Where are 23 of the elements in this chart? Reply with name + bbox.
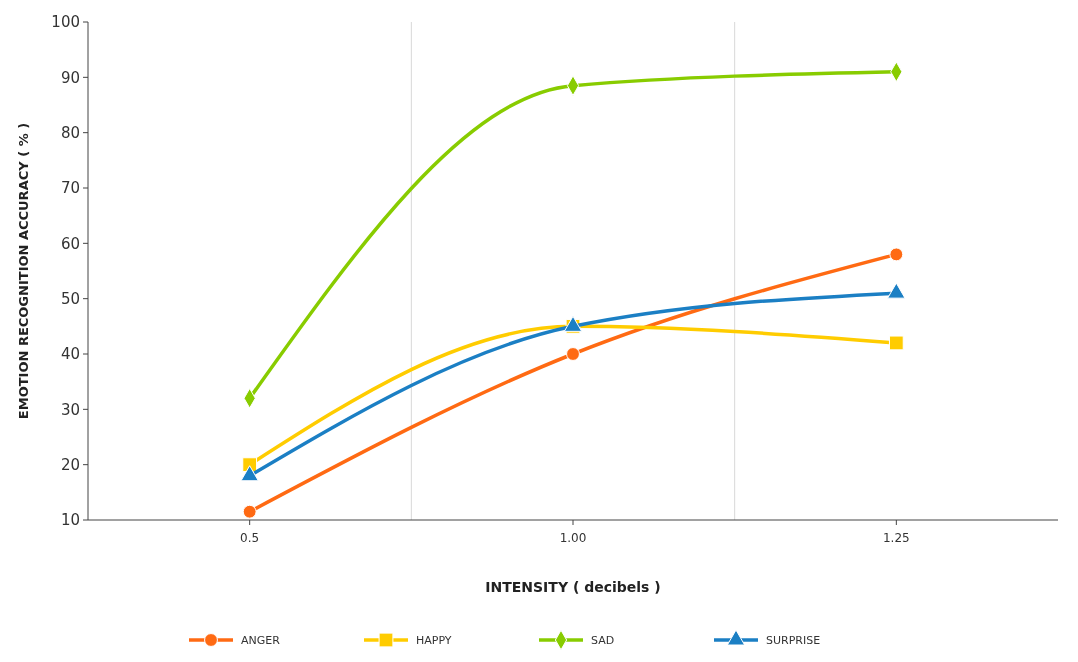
- y-tick-label: 30: [60, 400, 80, 419]
- y-tick-label: 20: [60, 455, 80, 474]
- y-tick-label: 60: [60, 234, 80, 253]
- x-axis-title: INTENSITY ( decibels ): [485, 579, 661, 595]
- y-tick-label: 100: [51, 13, 80, 32]
- legend-label: ANGER: [241, 633, 281, 647]
- x-tick-label: 1.00: [559, 531, 587, 545]
- y-tick-label: 70: [60, 179, 80, 198]
- legend-label: SURPRISE: [766, 633, 821, 647]
- point: [889, 247, 904, 262]
- y-tick-label: 10: [60, 511, 80, 530]
- point: [888, 335, 904, 351]
- y-tick-label: 90: [60, 68, 80, 87]
- y-tick-label: 80: [60, 123, 80, 142]
- point: [242, 504, 257, 519]
- x-tick-label: 1.25: [882, 531, 910, 545]
- y-axis-title: EMOTION RECOGNITION ACCURACY ( % ): [16, 122, 31, 420]
- point: [566, 347, 580, 361]
- y-tick-label: 40: [60, 345, 80, 364]
- legend-label: SAD: [591, 633, 615, 647]
- legend-label: HAPPY: [416, 633, 452, 647]
- x-tick-label: 0.5: [240, 531, 260, 545]
- y-tick-label: 50: [60, 289, 80, 308]
